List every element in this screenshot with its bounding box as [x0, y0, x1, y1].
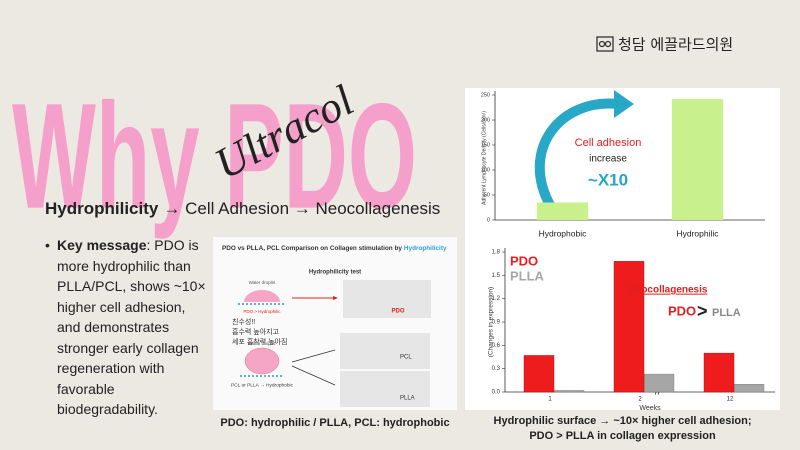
annotation: Neocollagenesis: [629, 285, 708, 296]
bar: [703, 352, 735, 393]
photo-label: PCL: [400, 355, 412, 361]
bar: [733, 384, 765, 393]
photo-label: PDO: [391, 309, 404, 315]
annotation: increase: [589, 154, 627, 165]
y-tick-label: 1.5: [492, 273, 501, 279]
x-tick-label: 12: [727, 397, 734, 403]
y-axis-label: Adherent Lymphocyte Density (Cells/mm²): [481, 111, 487, 205]
korean-note: 친수성!!: [232, 317, 255, 326]
figure-caption: PDO: hydrophilic / PLLA, PCL: hydrophobi…: [220, 417, 450, 429]
figure-title-text: PDO vs PLLA, PCL Comparison on Collagen …: [222, 245, 402, 252]
bullet-bold: Key message: [57, 237, 147, 253]
arrowhead: [333, 296, 338, 300]
korean-note: 세포 흡착력 높아짐: [232, 337, 287, 346]
x-tick-label: Hydrophilic: [676, 228, 719, 238]
curved-arrowhead: [614, 90, 634, 118]
annotation: >: [697, 301, 708, 321]
y-tick-label: 200: [481, 117, 490, 123]
test-title: Hydrophilicity test: [309, 270, 361, 276]
y-tick-label: 0.0: [492, 390, 501, 396]
heading-bold: Hydrophilicity: [45, 199, 159, 218]
legend-entry: PLLA: [510, 268, 545, 283]
curved-arrow: [534, 98, 619, 208]
bar: [671, 99, 724, 220]
x-axis-label: Weeks: [639, 405, 661, 412]
y-tick-label: 0.9: [492, 320, 501, 326]
pdo-note: PDO > Hydrophilic: [243, 309, 281, 314]
figure-title: PDO vs PLLA, PCL Comparison on Collagen …: [222, 245, 447, 252]
bar: [643, 373, 675, 393]
bullet-body: Key message: PDO is more hydrophilic tha…: [45, 235, 210, 420]
annotation: Cell adhesion: [575, 137, 642, 149]
photo: [340, 333, 430, 369]
bullet-text: : PDO is more hydrophilic than PLLA/PCL,…: [57, 237, 206, 417]
legend-entry: PDO: [510, 253, 538, 268]
right-caption: Hydrophilic surface → ~10× higher cell a…: [493, 415, 752, 442]
y-axis-label: (Changes in expression): [488, 287, 495, 357]
x-tick-label: 2: [638, 397, 642, 403]
bar: [613, 261, 645, 393]
droplet: [244, 290, 280, 302]
bar: [553, 390, 585, 393]
bar: [523, 355, 555, 393]
droplet-label: Water droplet: [249, 280, 277, 285]
logo-icon: [596, 36, 614, 52]
annotation: ~X10: [588, 170, 628, 189]
y-tick-label: 0.3: [492, 366, 501, 372]
figure-title-highlight: Hydrophilicity: [404, 245, 447, 252]
other-note: PCL or PLLA → Hydrophobic: [231, 382, 294, 388]
x-tick-label: 1: [548, 397, 552, 403]
annotation: PLLA: [712, 307, 741, 319]
y-tick-label: 1.8: [492, 250, 501, 256]
y-tick-label: 250: [481, 92, 490, 98]
y-tick-label: 0.6: [492, 343, 501, 349]
photo: [340, 371, 430, 407]
korean-note: 흡수력 높아지고: [232, 327, 280, 336]
heading-rest: → Cell Adhesion → Neocollagenesis: [163, 199, 440, 218]
droplet-label: Water droplet: [249, 341, 277, 346]
bullet: • Key message: PDO is more hydrophilic t…: [45, 235, 210, 420]
logo-text: 청담 에끌라드의원: [618, 36, 733, 54]
big-title: Why PDO: [12, 72, 417, 240]
y-tick-label: 0: [487, 217, 490, 223]
photo: [343, 280, 431, 318]
heading: Hydrophilicity → Cell Adhesion → Neocolla…: [45, 199, 440, 218]
y-tick-label: 50: [484, 192, 490, 198]
arrow: [291, 349, 336, 363]
droplet: [244, 347, 280, 375]
bar: [536, 202, 589, 220]
x-tick-label: Hydrophobic: [539, 228, 587, 238]
y-tick-label: 100: [481, 167, 490, 173]
y-tick-label: 1.2: [492, 296, 501, 302]
y-tick-label: 150: [481, 142, 490, 148]
arrow: [291, 365, 336, 386]
bullet-dot: •: [45, 237, 50, 253]
annotation: PDO: [668, 303, 696, 318]
photo-label: PLLA: [400, 396, 415, 402]
